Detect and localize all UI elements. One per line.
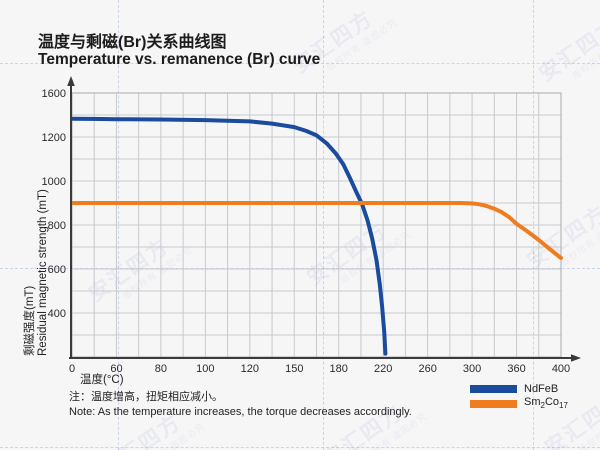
bg-dashed-line (0, 447, 600, 448)
bg-dashed-line (0, 63, 600, 64)
chart-title-zh: 温度与剩磁(Br)关系曲线图 (38, 34, 227, 51)
note-en: Note: As the temperature increases, the … (69, 405, 412, 418)
sm2co17-label: Sm2Co17 (524, 396, 568, 411)
ndfeb-swatch (470, 384, 517, 393)
y-tick-label: 600 (48, 264, 66, 276)
chart-title-en: Temperature vs. remanence (Br) curve (38, 51, 321, 68)
x-tick-label: 220 (374, 363, 392, 375)
y-axis-arrow-icon (67, 76, 75, 86)
sm2co17-curve (70, 201, 563, 260)
notes: 注：温度增高，扭矩相应减小。 Note: As the temperature … (69, 390, 412, 419)
y-axis-title-en: Residual magnetic strength (mT) (37, 189, 49, 356)
y-tick-label: 400 (48, 308, 66, 320)
x-tick-label: 150 (285, 363, 303, 375)
x-tick-label: 360 (507, 363, 525, 375)
ndfeb-label: NdFeB (524, 382, 559, 395)
x-axis-arrow-icon (571, 354, 581, 362)
x-tick-label: 80 (155, 363, 167, 375)
legend-item-sm2co17: Sm2Co17 (470, 396, 568, 411)
x-tick-label: 120 (241, 363, 259, 375)
x-tick-label: 260 (418, 363, 436, 375)
legend: NdFeB Sm2Co17 (470, 381, 568, 411)
tick-labels: 0 60 80 100 120 150 180 220 260 300 360 400 1600 1200… (42, 88, 571, 375)
sm2co17-swatch (470, 399, 517, 408)
x-tick-label: 180 (330, 363, 348, 375)
note-zh: 注：温度增高，扭矩相应减小。 (69, 391, 223, 403)
legend-item-ndfeb: NdFeB (470, 381, 568, 396)
x-tick-label: 0 (69, 363, 75, 375)
curves (70, 116, 563, 356)
plot-grid (71, 92, 562, 358)
y-tick-label: 800 (48, 220, 66, 232)
x-tick-label: 300 (463, 363, 481, 375)
y-tick-label: 1200 (42, 132, 66, 144)
x-axis-title: 温度(°C) (80, 374, 124, 386)
x-tick-label: 400 (552, 363, 570, 375)
y-tick-label: 1600 (42, 88, 66, 100)
y-axis-title-zh: 剩磁强度(mT) (24, 285, 36, 356)
y-tick-label: 1000 (42, 176, 66, 188)
x-tick-label: 60 (110, 363, 122, 375)
x-tick-label: 100 (196, 363, 214, 375)
ndfeb-curve (70, 116, 388, 356)
